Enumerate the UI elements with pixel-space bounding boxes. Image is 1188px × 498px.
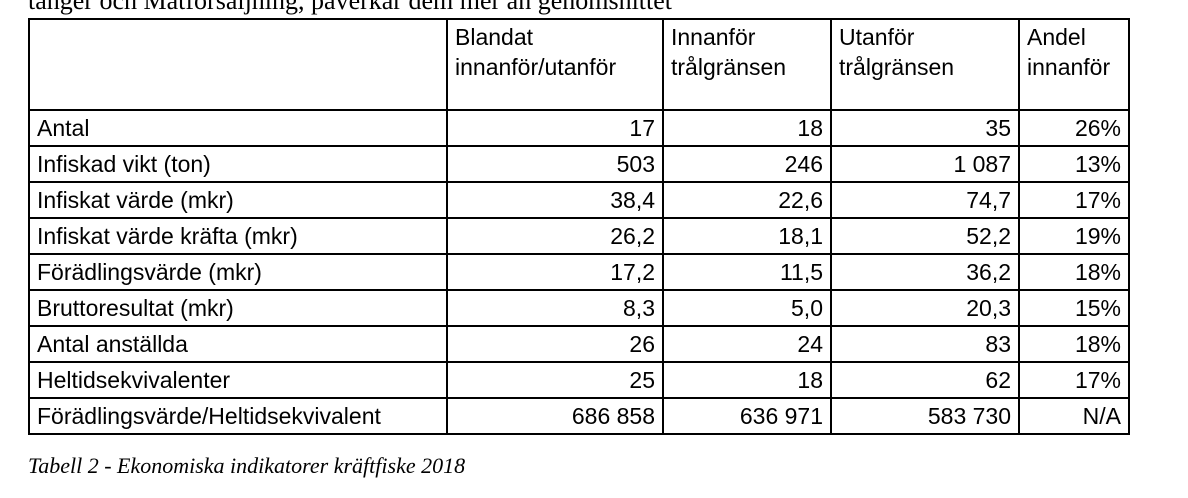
- row-label: Förädlingsvärde/Heltidsekvivalent: [28, 397, 448, 435]
- table-caption: Tabell 2 - Ekonomiska indikatorer kräftf…: [28, 453, 466, 478]
- cell-mixed: 26: [446, 325, 664, 363]
- row-label: Infiskad vikt (ton): [28, 145, 448, 183]
- cell-mixed: 38,4: [446, 181, 664, 219]
- row-label: Bruttoresultat (mkr): [28, 289, 448, 327]
- cell-share: 18%: [1018, 253, 1130, 291]
- header-cell-empty: [28, 18, 448, 111]
- cell-inside: 18: [662, 109, 832, 147]
- table-header-row: Blandat innanför/utanför Innanför trålgr…: [28, 18, 1130, 111]
- table-row: Infiskad vikt (ton) 503 246 1 087 13%: [28, 145, 1130, 183]
- cell-outside: 35: [830, 109, 1020, 147]
- cell-inside: 636 971: [662, 397, 832, 435]
- table-row: Heltidsekvivalenter 25 18 62 17%: [28, 361, 1130, 399]
- row-label: Infiskat värde (mkr): [28, 181, 448, 219]
- table-row: Infiskat värde kräfta (mkr) 26,2 18,1 52…: [28, 217, 1130, 255]
- header-cell-inside: Innanför trålgränsen: [662, 18, 832, 111]
- cell-mixed: 503: [446, 145, 664, 183]
- row-label: Förädlingsvärde (mkr): [28, 253, 448, 291]
- header-cell-mixed: Blandat innanför/utanför: [446, 18, 664, 111]
- cell-inside: 11,5: [662, 253, 832, 291]
- cell-share: 19%: [1018, 217, 1130, 255]
- cell-outside: 583 730: [830, 397, 1020, 435]
- cell-share: 17%: [1018, 361, 1130, 399]
- cell-mixed: 686 858: [446, 397, 664, 435]
- table-row: Antal 17 18 35 26%: [28, 109, 1130, 147]
- row-label: Infiskat värde kräfta (mkr): [28, 217, 448, 255]
- cell-inside: 22,6: [662, 181, 832, 219]
- cell-share: 18%: [1018, 325, 1130, 363]
- cell-inside: 18,1: [662, 217, 832, 255]
- table-row: Antal anställda 26 24 83 18%: [28, 325, 1130, 363]
- table-row: Bruttoresultat (mkr) 8,3 5,0 20,3 15%: [28, 289, 1130, 327]
- cell-share: 13%: [1018, 145, 1130, 183]
- cell-mixed: 17: [446, 109, 664, 147]
- row-label: Antal: [28, 109, 448, 147]
- row-label: Antal anställda: [28, 325, 448, 363]
- cell-inside: 24: [662, 325, 832, 363]
- table-row: Infiskat värde (mkr) 38,4 22,6 74,7 17%: [28, 181, 1130, 219]
- header-cell-outside: Utanför trålgränsen: [830, 18, 1020, 111]
- cell-inside: 5,0: [662, 289, 832, 327]
- cell-outside: 83: [830, 325, 1020, 363]
- cell-outside: 62: [830, 361, 1020, 399]
- cell-inside: 18: [662, 361, 832, 399]
- economic-indicators-table: Blandat innanför/utanför Innanför trålgr…: [28, 18, 1130, 435]
- cell-outside: 52,2: [830, 217, 1020, 255]
- cell-share: 26%: [1018, 109, 1130, 147]
- cell-share: 17%: [1018, 181, 1130, 219]
- cropped-paragraph-text: tänger och Matförsäljning, påverkar dem …: [28, 0, 673, 15]
- cell-share: N/A: [1018, 397, 1130, 435]
- cell-mixed: 8,3: [446, 289, 664, 327]
- cell-outside: 36,2: [830, 253, 1020, 291]
- row-label: Heltidsekvivalenter: [28, 361, 448, 399]
- table-row: Förädlingsvärde/Heltidsekvivalent 686 85…: [28, 397, 1130, 435]
- cell-outside: 1 087: [830, 145, 1020, 183]
- table-row: Förädlingsvärde (mkr) 17,2 11,5 36,2 18%: [28, 253, 1130, 291]
- cell-outside: 74,7: [830, 181, 1020, 219]
- cell-outside: 20,3: [830, 289, 1020, 327]
- cell-inside: 246: [662, 145, 832, 183]
- header-cell-share: Andel innanför: [1018, 18, 1130, 111]
- cell-share: 15%: [1018, 289, 1130, 327]
- cell-mixed: 26,2: [446, 217, 664, 255]
- cell-mixed: 17,2: [446, 253, 664, 291]
- cell-mixed: 25: [446, 361, 664, 399]
